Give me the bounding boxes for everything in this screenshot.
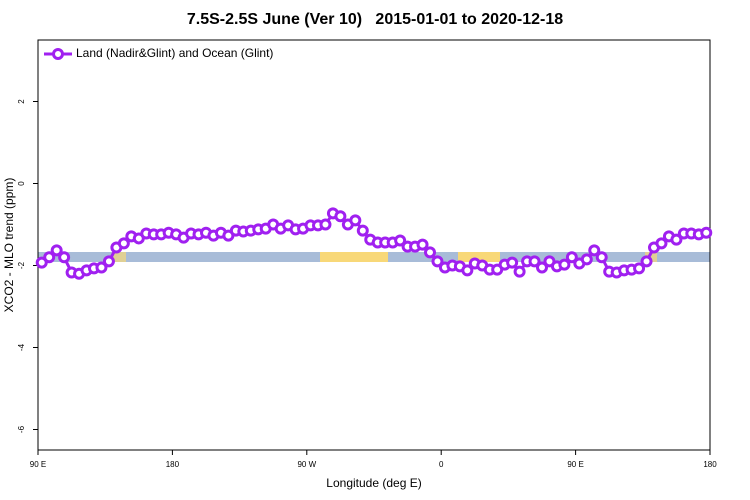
x-tick-label: 90 E [567, 460, 583, 469]
chart-title: 7.5S-2.5S June (Ver 10) 2015-01-01 to 20… [187, 11, 563, 28]
x-axis-label: Longitude (deg E) [326, 476, 421, 490]
y-tick-label: -6 [17, 425, 26, 433]
point [43, 251, 56, 264]
y-axis-label: XCO2 - MLO trend (ppm) [2, 178, 16, 313]
point [424, 246, 436, 259]
point [633, 262, 646, 275]
y-tick-label: -2 [17, 261, 26, 269]
land-band [112, 252, 126, 262]
y-tick-label: 2 [17, 99, 26, 104]
x-tick-label: 90 E [30, 460, 46, 469]
point [506, 256, 519, 269]
point [565, 251, 578, 264]
land-band [320, 252, 388, 262]
point [50, 244, 63, 257]
point [35, 256, 48, 269]
land-band [645, 252, 657, 262]
y-tick-label: 0 [17, 181, 26, 186]
surface-band [38, 252, 710, 262]
point [102, 255, 115, 268]
point [349, 214, 362, 227]
point [431, 255, 444, 268]
point [394, 234, 407, 247]
point [356, 224, 369, 237]
point [670, 233, 683, 246]
land-band [458, 252, 500, 262]
x-tick-label: 180 [166, 460, 180, 469]
legend-marker [52, 48, 64, 60]
point [416, 238, 429, 251]
point [536, 261, 548, 274]
y-tick-label: -4 [17, 343, 26, 351]
point [700, 226, 713, 239]
point [588, 244, 601, 257]
point [528, 255, 541, 268]
point [58, 251, 71, 264]
point [513, 265, 526, 278]
point [580, 253, 593, 266]
x-tick-label: 90 W [297, 460, 316, 469]
point [334, 210, 347, 223]
point [319, 218, 332, 231]
point [640, 255, 653, 268]
point [595, 251, 608, 264]
legend-label: Land (Nadir&Glint) and Ocean (Glint) [76, 46, 273, 60]
point [117, 237, 130, 250]
point [461, 264, 474, 277]
x-tick-label: 0 [439, 460, 444, 469]
point [655, 237, 668, 250]
x-tick-label: 180 [703, 460, 717, 469]
point [558, 258, 571, 271]
point [95, 261, 108, 274]
plot-frame [37, 39, 711, 451]
